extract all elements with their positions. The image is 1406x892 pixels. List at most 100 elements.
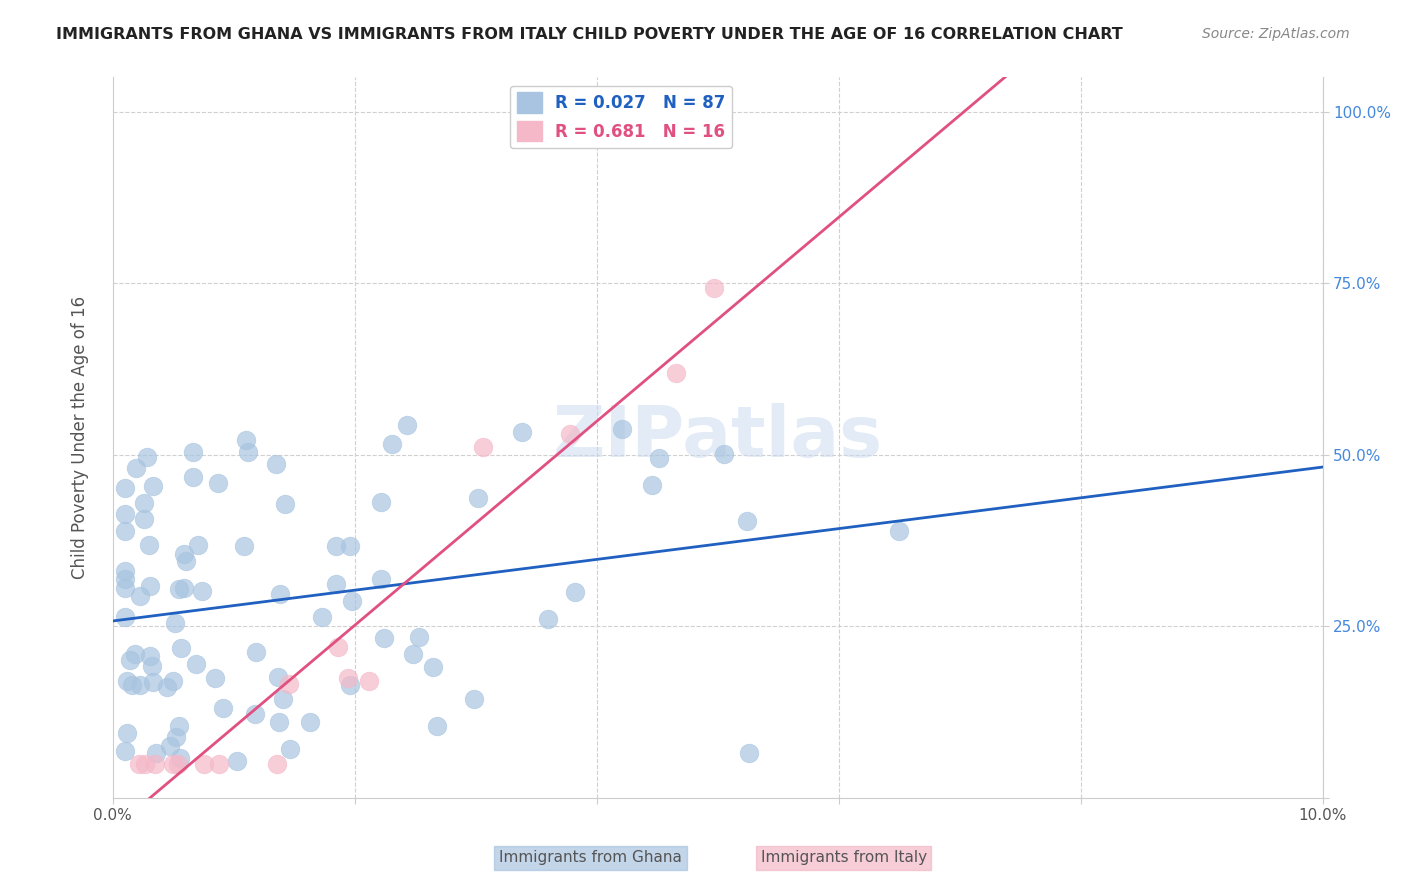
Point bbox=[114, 610, 136, 624]
Point bbox=[370, 572, 392, 586]
Point bbox=[114, 564, 136, 578]
Point bbox=[115, 673, 138, 688]
Point bbox=[114, 744, 136, 758]
Point bbox=[207, 475, 229, 490]
Y-axis label: Child Poverty Under the Age of 16: Child Poverty Under the Age of 16 bbox=[72, 296, 89, 579]
Point bbox=[264, 457, 287, 471]
Point bbox=[167, 582, 190, 596]
Point bbox=[422, 660, 444, 674]
Point bbox=[266, 756, 288, 771]
Point bbox=[142, 675, 165, 690]
Point bbox=[243, 706, 266, 721]
Point bbox=[402, 647, 425, 661]
Point bbox=[328, 640, 350, 654]
Point bbox=[610, 422, 633, 436]
Point bbox=[165, 615, 187, 630]
Point bbox=[135, 450, 157, 465]
Point bbox=[132, 512, 155, 526]
Point bbox=[648, 450, 671, 465]
Point bbox=[173, 581, 195, 595]
Point bbox=[665, 366, 688, 380]
Point bbox=[737, 746, 759, 760]
Point bbox=[162, 756, 184, 771]
Point bbox=[114, 507, 136, 521]
Point bbox=[129, 589, 152, 603]
Point bbox=[225, 754, 247, 768]
Point bbox=[340, 594, 363, 608]
Point bbox=[267, 670, 290, 684]
Point bbox=[245, 645, 267, 659]
Point bbox=[114, 582, 136, 596]
Point bbox=[537, 612, 560, 626]
Point bbox=[235, 433, 257, 447]
Point bbox=[236, 445, 259, 459]
Point bbox=[191, 584, 214, 599]
Point bbox=[735, 514, 758, 528]
Point bbox=[463, 691, 485, 706]
Point bbox=[121, 678, 143, 692]
Point bbox=[564, 584, 586, 599]
Point bbox=[114, 524, 136, 539]
Point bbox=[273, 497, 295, 511]
Point bbox=[370, 494, 392, 508]
Point bbox=[339, 539, 361, 553]
Point bbox=[467, 491, 489, 505]
Point bbox=[169, 640, 191, 655]
Text: ZIPatlas: ZIPatlas bbox=[553, 403, 883, 472]
Point bbox=[145, 746, 167, 760]
Point bbox=[278, 677, 301, 691]
Point bbox=[336, 672, 359, 686]
Point bbox=[298, 714, 321, 729]
Point bbox=[134, 756, 156, 771]
Point bbox=[174, 554, 197, 568]
Point bbox=[426, 719, 449, 733]
Point bbox=[408, 630, 430, 644]
Text: Immigrants from Ghana: Immigrants from Ghana bbox=[499, 850, 682, 865]
Point bbox=[139, 579, 162, 593]
Point bbox=[278, 742, 301, 756]
Point bbox=[325, 539, 347, 553]
Point bbox=[129, 678, 152, 692]
Text: Source: ZipAtlas.com: Source: ZipAtlas.com bbox=[1202, 27, 1350, 41]
Point bbox=[138, 538, 160, 552]
Legend: R = 0.027   N = 87, R = 0.681   N = 16: R = 0.027 N = 87, R = 0.681 N = 16 bbox=[510, 86, 733, 148]
Point bbox=[187, 538, 209, 552]
Point bbox=[212, 701, 235, 715]
Point bbox=[173, 547, 195, 561]
Point bbox=[114, 572, 136, 586]
Point bbox=[181, 445, 204, 459]
Point bbox=[311, 609, 333, 624]
Point bbox=[162, 674, 184, 689]
Point bbox=[889, 524, 911, 538]
Point bbox=[183, 470, 205, 484]
Point bbox=[267, 715, 290, 730]
Point bbox=[169, 751, 191, 765]
Point bbox=[510, 425, 533, 440]
Point bbox=[138, 648, 160, 663]
Point bbox=[125, 461, 148, 475]
Point bbox=[357, 673, 380, 688]
Point bbox=[124, 647, 146, 661]
Point bbox=[232, 539, 254, 553]
Point bbox=[208, 756, 231, 771]
Point bbox=[141, 659, 163, 673]
Point bbox=[339, 678, 361, 692]
Point bbox=[167, 719, 190, 733]
Point bbox=[558, 426, 581, 441]
Point bbox=[193, 756, 215, 771]
Point bbox=[143, 756, 166, 771]
Point bbox=[114, 481, 136, 495]
Point bbox=[165, 730, 187, 744]
Point bbox=[271, 692, 294, 706]
Point bbox=[128, 756, 150, 771]
Point bbox=[713, 447, 735, 461]
Point bbox=[159, 739, 181, 753]
Point bbox=[373, 631, 395, 645]
Text: IMMIGRANTS FROM GHANA VS IMMIGRANTS FROM ITALY CHILD POVERTY UNDER THE AGE OF 16: IMMIGRANTS FROM GHANA VS IMMIGRANTS FROM… bbox=[56, 27, 1123, 42]
Point bbox=[184, 657, 207, 671]
Point bbox=[381, 437, 404, 451]
Point bbox=[325, 576, 347, 591]
Point bbox=[471, 440, 494, 454]
Point bbox=[269, 587, 291, 601]
Point bbox=[118, 653, 141, 667]
